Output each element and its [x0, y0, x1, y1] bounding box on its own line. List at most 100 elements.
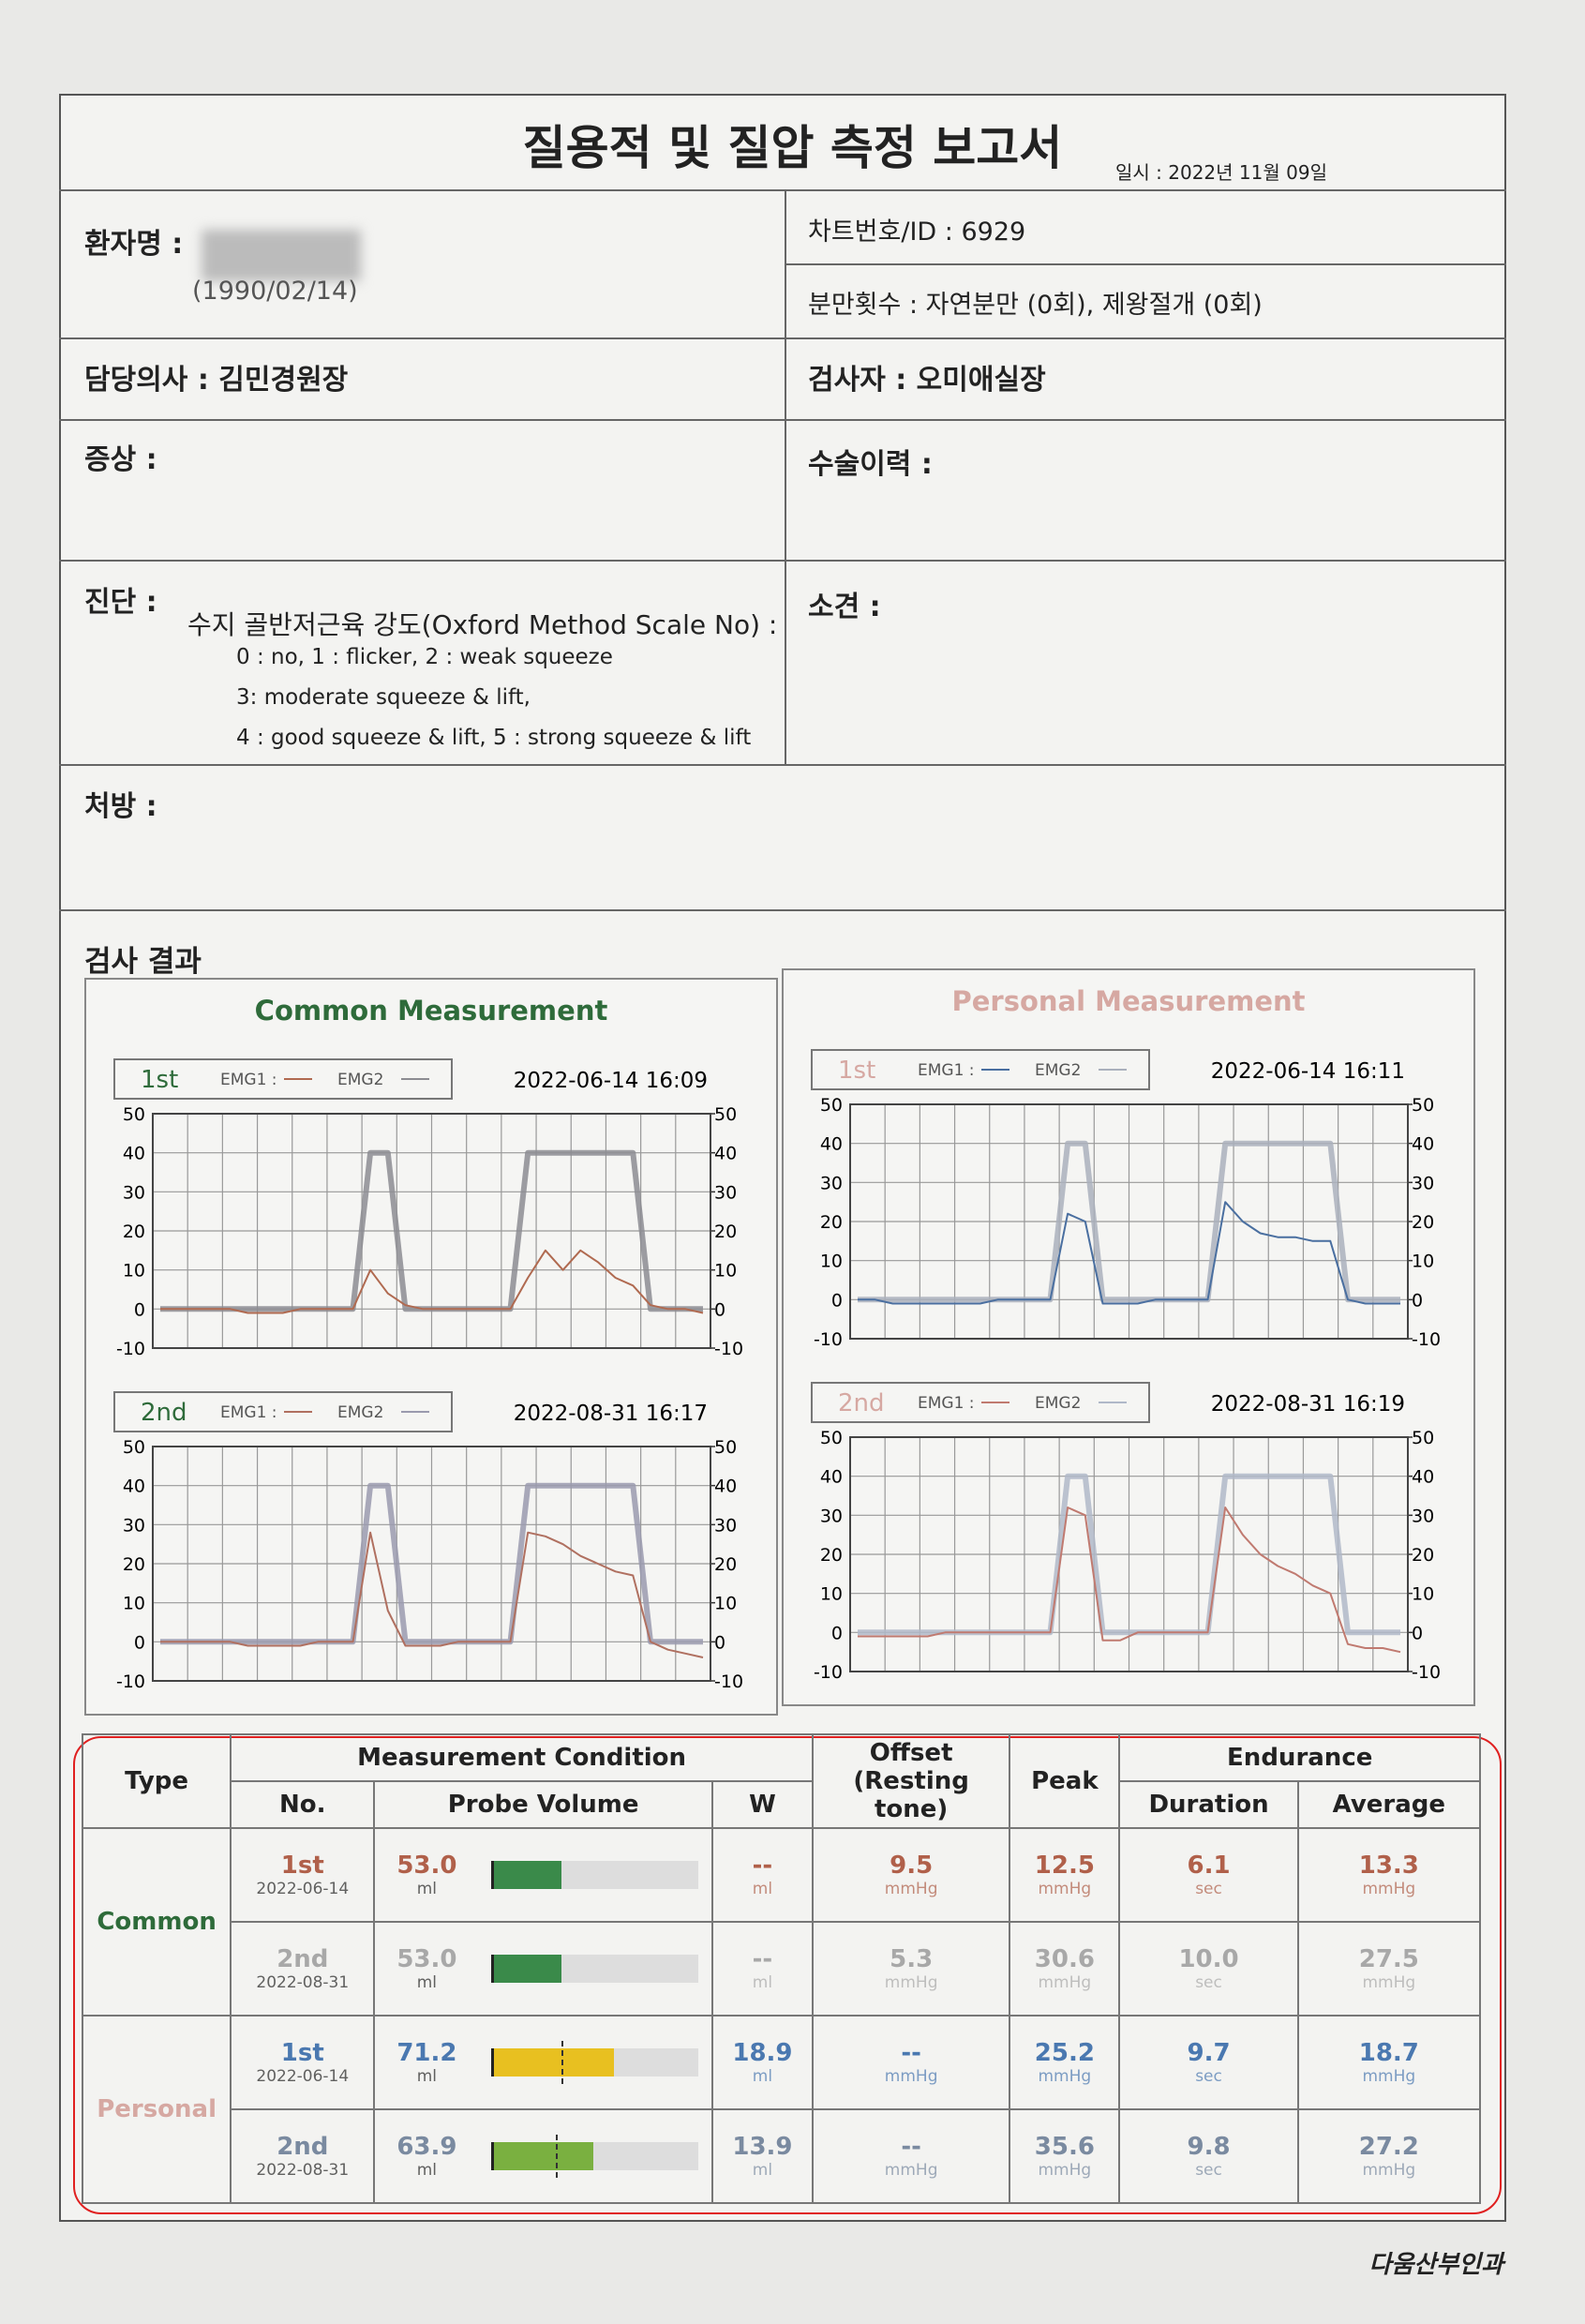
diagnosis-line: 4 : good squeeze & lift, 5 : strong sque… — [236, 726, 752, 750]
unit: ml — [752, 1973, 773, 1992]
y2-tick-label: -10 — [1412, 1329, 1441, 1350]
panel-title: Personal Measurement — [951, 985, 1305, 1017]
row-date: 2022-06-14 — [256, 2067, 350, 2086]
cell: 5.3 mmHg — [812, 1921, 1011, 2017]
y2-tick-label: 40 — [714, 1144, 737, 1164]
opinion: 소견 : — [808, 591, 881, 623]
redacted-name — [202, 230, 361, 281]
y-tick-label: 30 — [123, 1182, 145, 1203]
unit: mmHg — [1362, 1973, 1416, 1992]
group-label: Personal — [81, 2015, 232, 2204]
value: 9.7 — [1187, 2039, 1231, 2067]
doctor: 담당의사 : 김민경원장 — [84, 364, 349, 397]
volume-track — [491, 1861, 698, 1889]
legend-label: EMG1 : — [918, 1061, 975, 1080]
y-tick-label: 10 — [123, 1261, 145, 1282]
volume-text: 53.0 ml — [375, 1852, 478, 1898]
y-tick-label: 30 — [820, 1506, 843, 1526]
volume-text: 71.2 ml — [375, 2039, 478, 2086]
unit: mmHg — [1038, 2067, 1092, 2086]
plot-frame — [152, 1446, 711, 1682]
value: -- — [752, 1945, 773, 1973]
row-no: 1st — [280, 2039, 324, 2067]
volume-unit: ml — [416, 2161, 438, 2180]
legend-label: EMG2 — [1035, 1061, 1081, 1080]
cell: -- mmHg — [812, 2108, 1011, 2204]
row-date: 2022-06-14 — [256, 1880, 350, 1898]
unit: ml — [752, 2161, 773, 2180]
row-no: 2nd — [277, 2133, 329, 2161]
volume: 53.0 — [396, 1852, 457, 1880]
y2-tick-label: 40 — [1412, 1467, 1434, 1488]
chart-label: 2nd — [141, 1399, 187, 1427]
value: 6.1 — [1187, 1852, 1231, 1880]
rule — [59, 909, 1506, 911]
unit: sec — [1195, 2067, 1222, 2086]
series-line — [160, 1249, 704, 1314]
legend-label: EMG2 — [337, 1403, 383, 1422]
y-tick-label: 50 — [820, 1428, 843, 1448]
value: 27.2 — [1358, 2133, 1419, 2161]
y2-tick-label: 20 — [714, 1554, 737, 1575]
volume-wrap: 71.2 ml — [375, 2039, 710, 2086]
cell: 53.0 ml — [373, 1921, 713, 2017]
y2-tick-label: 0 — [1412, 1623, 1423, 1643]
y2-tick-label: 40 — [714, 1477, 737, 1497]
cell: 71.2 ml — [373, 2015, 713, 2110]
volume: 63.9 — [396, 2133, 457, 2161]
cell: -- ml — [710, 1921, 815, 2017]
header: Probe Volume — [373, 1780, 713, 1829]
value: 9.5 — [890, 1852, 934, 1880]
volume-bar — [494, 2048, 615, 2077]
deliveries: 분만횟수 : 자연분만 (0회), 제왕절개 (0회) — [808, 291, 1263, 320]
header: Duration — [1118, 1780, 1299, 1829]
value: 35.6 — [1034, 2133, 1095, 2161]
unit: mmHg — [1362, 2161, 1416, 2180]
y-tick-label: 20 — [820, 1545, 843, 1566]
birth-date: (1990/02/14) — [192, 277, 358, 306]
header: Offset (Resting tone) — [812, 1733, 1011, 1829]
header: No. — [230, 1780, 376, 1829]
cell: 6.1 sec — [1118, 1827, 1299, 1923]
title: 질용적 및 질압 측정 보고서 — [522, 121, 1063, 175]
value: 27.5 — [1358, 1945, 1419, 1973]
cell: 63.9 ml — [373, 2108, 713, 2204]
value: 25.2 — [1034, 2039, 1095, 2067]
value: 13.9 — [732, 2133, 793, 2161]
chart-label-box — [811, 1382, 1150, 1423]
row-date: 2022-08-31 — [256, 1973, 350, 1992]
value: 12.5 — [1034, 1852, 1095, 1880]
chart-date: 2022-06-14 16:11 — [1211, 1059, 1405, 1084]
y2-tick-label: 30 — [714, 1515, 737, 1536]
y-tick-label: 0 — [831, 1290, 843, 1311]
legend-label: EMG1 : — [220, 1403, 277, 1422]
y2-tick-label: -10 — [714, 1339, 743, 1359]
cell: 2nd 2022-08-31 — [230, 2108, 376, 2204]
panel-title: Common Measurement — [255, 995, 608, 1027]
y-tick-label: -10 — [814, 1662, 843, 1683]
legend-label: EMG1 : — [220, 1071, 277, 1089]
chart-label-box — [811, 1049, 1150, 1090]
diagnosis: 진단 : — [84, 586, 157, 619]
reference-marker — [555, 2135, 558, 2178]
cell: 53.0 ml — [373, 1827, 713, 1923]
chart-date: 2022-08-31 16:17 — [514, 1402, 708, 1426]
unit: sec — [1195, 1880, 1222, 1898]
y2-tick-label: 30 — [714, 1182, 737, 1203]
unit: mmHg — [1038, 1973, 1092, 1992]
header: W — [710, 1780, 815, 1829]
header: Average — [1296, 1780, 1482, 1829]
y2-tick-label: 10 — [1412, 1252, 1434, 1272]
series-line — [858, 1507, 1401, 1654]
panel: Personal Measurement 1st EMG1 : EMG2 2022-06… — [782, 968, 1475, 1706]
cell: 1st 2022-06-14 — [230, 1827, 376, 1923]
unit: mmHg — [884, 2067, 938, 2086]
cell: 2nd 2022-08-31 — [230, 1921, 376, 2017]
y-tick-label: 10 — [123, 1594, 145, 1614]
value: -- — [901, 2039, 921, 2067]
cell: -- mmHg — [812, 2015, 1011, 2110]
patient-label: 환자명 : — [84, 228, 184, 261]
plot-frame — [849, 1103, 1409, 1340]
y2-tick-label: 50 — [714, 1437, 737, 1458]
